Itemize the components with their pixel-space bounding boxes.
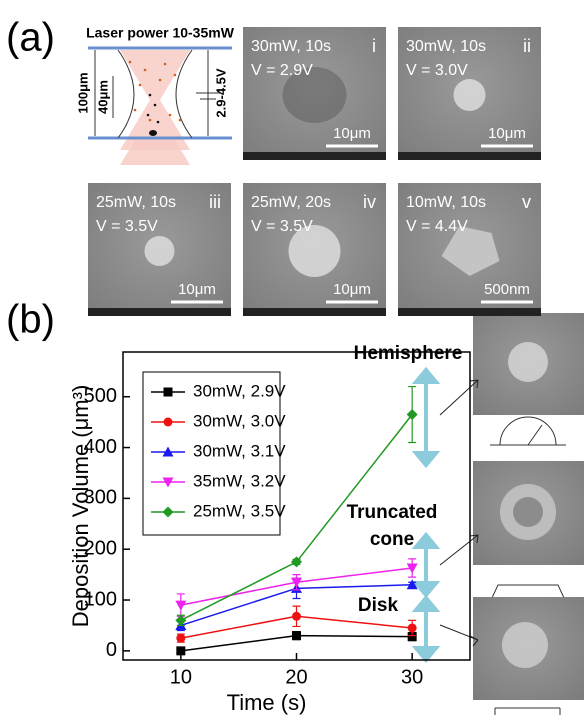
scale-label: 10μm [333, 281, 371, 298]
x-axis-label: Time (s) [227, 690, 307, 715]
marker [408, 623, 417, 632]
image-voltage: V = 2.9V [251, 62, 313, 79]
image-index: iii [209, 192, 221, 212]
image-index: ii [523, 36, 531, 56]
scale-label: 10μm [178, 281, 216, 298]
series [176, 631, 416, 655]
figure: (a) Laser power 10-35mW 100μm 40μm 2.9-4… [0, 0, 584, 715]
image-condition: 30mW, 10s [406, 38, 486, 55]
shape-annotation: Truncated [347, 502, 438, 523]
info-bar [398, 152, 541, 160]
image-condition: 25mW, 20s [251, 194, 331, 211]
x-tick-label: 10 [170, 666, 192, 688]
scale-label: 500nm [484, 281, 530, 298]
info-bar [243, 308, 386, 316]
marker [164, 418, 173, 427]
deposit [454, 79, 486, 111]
shape-images [473, 313, 584, 715]
height-label: 100μm [75, 72, 90, 113]
info-bar [243, 152, 386, 160]
image-condition: 25mW, 10s [96, 194, 176, 211]
marker [292, 612, 301, 621]
deposit [145, 236, 175, 266]
voltage-label: 2.9-4.5V [213, 68, 228, 117]
width-label: 40μm [95, 80, 110, 114]
info-bar [398, 308, 541, 316]
shape-annotation: Hemisphere [354, 343, 463, 364]
marker [176, 634, 185, 643]
y-tick-label: 0 [106, 639, 117, 661]
schematic-title: Laser power 10-35mW [86, 25, 235, 41]
image-condition: 30mW, 10s [251, 38, 331, 55]
image-condition: 10mW, 10s [406, 194, 486, 211]
panel-label: (a) [6, 16, 55, 60]
marker [164, 388, 173, 397]
x-tick-label: 20 [285, 666, 307, 688]
legend-label: 30mW, 2.9V [193, 381, 286, 400]
scale-label: 10μm [333, 125, 371, 142]
y-axis-label: Deposition Volume (μm³) [68, 385, 93, 628]
shape-annotation: cone [370, 529, 414, 550]
image-index: v [522, 192, 531, 212]
image-voltage: V = 3.0V [406, 62, 468, 79]
marker [175, 601, 186, 611]
image-index: i [372, 36, 376, 56]
image-voltage: V = 3.5V [96, 218, 158, 235]
image-voltage: V = 4.4V [406, 218, 468, 235]
image-index: iv [363, 192, 376, 212]
image-voltage: V = 3.5V [251, 218, 313, 235]
info-bar [88, 308, 231, 316]
panel-label: (b) [6, 298, 55, 342]
marker [176, 646, 185, 655]
scale-label: 10μm [488, 125, 526, 142]
marker [292, 631, 301, 640]
shape-annotation: Disk [358, 595, 399, 616]
page: (a) Laser power 10-35mW 100μm 40μm 2.9-4… [0, 0, 584, 715]
legend-label: 25mW, 3.5V [193, 501, 286, 520]
legend-label: 30mW, 3.0V [193, 411, 286, 430]
legend-label: 30mW, 3.1V [193, 441, 286, 460]
x-tick-label: 30 [401, 666, 423, 688]
pointer-arrows [440, 380, 478, 646]
legend-label: 35mW, 3.2V [193, 471, 286, 490]
